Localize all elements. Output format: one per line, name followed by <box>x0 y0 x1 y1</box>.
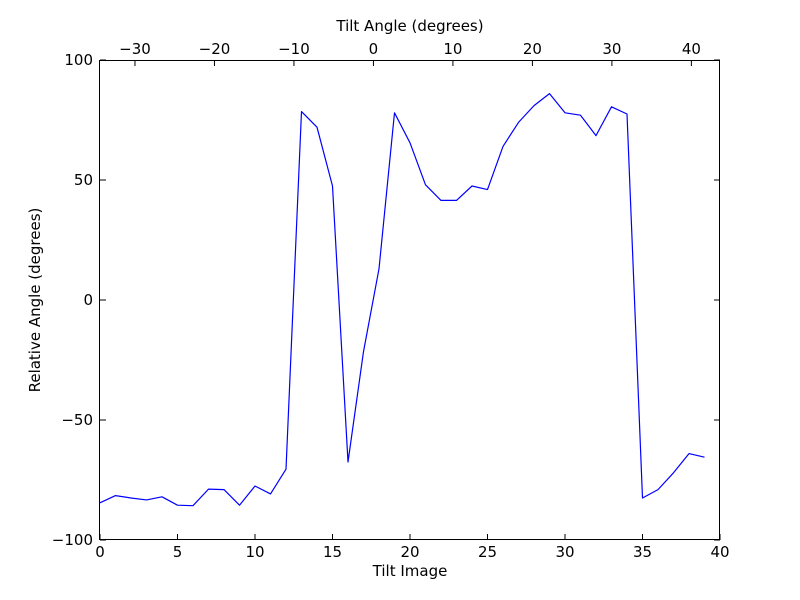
y-tick-label: 100 <box>64 51 93 69</box>
x-tick-label: 40 <box>710 543 729 561</box>
y-tick-label: −100 <box>52 531 93 549</box>
top-x-tick-label: 10 <box>443 40 462 58</box>
top-x-tick-label: −10 <box>278 40 310 58</box>
top-x-tick-label: 0 <box>369 40 379 58</box>
x-tick-label: 15 <box>323 543 342 561</box>
y-axis-label: Relative Angle (degrees) <box>26 208 44 393</box>
top-x-tick-label: 40 <box>682 40 701 58</box>
series-line <box>99 92 705 507</box>
x-tick-label: 30 <box>555 543 574 561</box>
y-tick-label: −50 <box>61 411 93 429</box>
x-tick-label: 5 <box>173 543 183 561</box>
plot-frame <box>99 60 720 540</box>
x-tick-label: 35 <box>633 543 652 561</box>
x-tick-label: 20 <box>400 543 419 561</box>
top-x-tick-label: 30 <box>602 40 621 58</box>
top-x-axis-label: Tilt Angle (degrees) <box>335 17 483 35</box>
x-tick-label: 25 <box>478 543 497 561</box>
x-axis-label: Tilt Image <box>372 562 448 580</box>
x-tick-label: 0 <box>95 543 105 561</box>
x-tick-label: 10 <box>245 543 264 561</box>
top-x-tick-label: 20 <box>523 40 542 58</box>
y-tick-label: 50 <box>74 171 93 189</box>
top-x-tick-label: −30 <box>119 40 151 58</box>
y-tick-label: 0 <box>83 291 93 309</box>
top-x-tick-label: −20 <box>199 40 231 58</box>
